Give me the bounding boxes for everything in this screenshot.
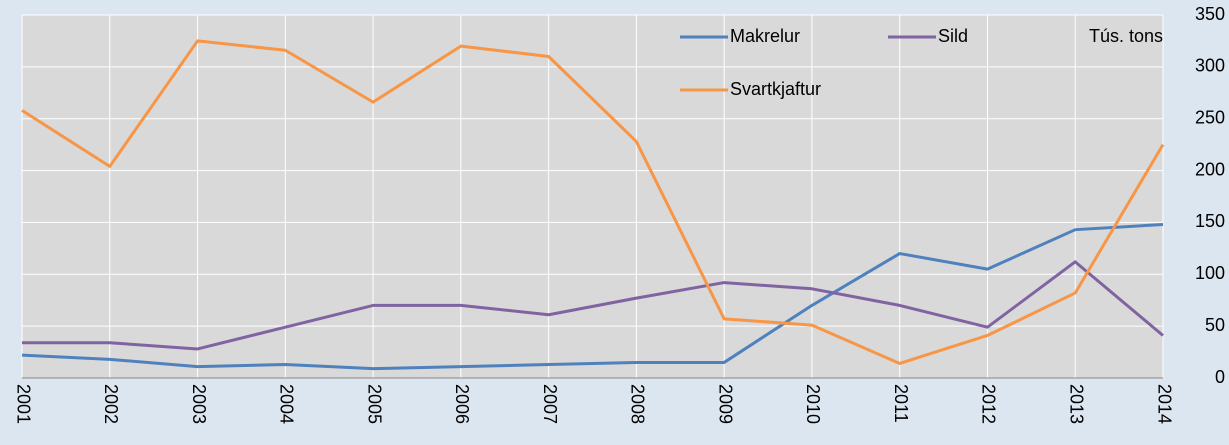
x-tick-label: 2014 [1154,384,1174,424]
series-line [21,39,1165,365]
series-line [22,260,1164,351]
y-tick-label: 300 [1195,56,1225,76]
x-tick-label: 2003 [189,384,209,424]
legend-label: Makrelur [730,26,800,46]
y-tick-label: 50 [1205,315,1225,335]
y-tick-label: 150 [1195,211,1225,231]
y-axis-label: Tús. tons [1089,26,1163,46]
legend-label: Sild [938,26,968,46]
y-tick-label: 0 [1215,367,1225,387]
x-tick-label: 2010 [803,384,823,424]
x-tick-label: 2006 [452,384,472,424]
legend-label: Svartkjaftur [730,79,821,99]
x-tick-label: 2013 [1066,384,1086,424]
y-tick-label: 100 [1195,263,1225,283]
y-tick-label: 200 [1195,159,1225,179]
x-tick-label: 2011 [891,384,911,423]
series-line [21,223,1164,371]
x-tick-label: 2008 [628,384,648,424]
x-tick-label: 2002 [101,384,121,424]
x-tick-label: 2007 [540,384,560,424]
x-tick-label: 2001 [13,384,33,424]
y-tick-label: 350 [1195,4,1225,24]
x-tick-label: 2005 [364,384,384,424]
x-tick-label: 2012 [979,384,999,424]
x-tick-label: 2009 [715,384,735,424]
y-tick-label: 250 [1195,107,1225,127]
plot-area [22,15,1163,378]
x-tick-label: 2004 [277,384,297,424]
